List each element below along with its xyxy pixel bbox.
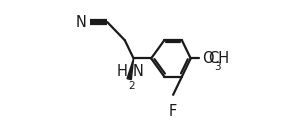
- Text: F: F: [169, 104, 177, 119]
- Text: N: N: [132, 63, 143, 78]
- Text: 3: 3: [214, 62, 221, 72]
- Text: 2: 2: [129, 81, 135, 91]
- Text: N: N: [76, 15, 86, 30]
- Text: CH: CH: [208, 51, 229, 66]
- Text: H: H: [117, 63, 128, 78]
- Polygon shape: [127, 58, 134, 80]
- Text: O: O: [203, 51, 214, 66]
